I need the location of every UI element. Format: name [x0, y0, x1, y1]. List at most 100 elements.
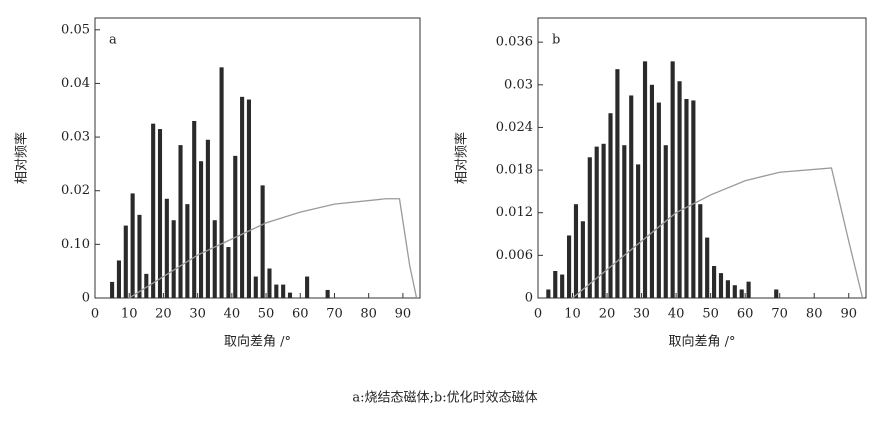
bar [573, 204, 579, 298]
bar [219, 67, 224, 298]
bar [629, 95, 634, 298]
x-tick-label: 0 [91, 307, 99, 322]
bar [725, 280, 730, 298]
x-tick-label: 30 [633, 307, 650, 322]
bar [649, 84, 655, 298]
x-tick-label: 60 [292, 307, 309, 322]
y-tick-label: 0.036 [496, 35, 533, 50]
y-tick-label: 0.03 [504, 77, 533, 92]
x-tick-label: 20 [155, 307, 172, 322]
bar [670, 61, 675, 299]
bar [615, 69, 620, 298]
bar [226, 247, 231, 298]
x-tick-label: 90 [840, 307, 857, 322]
bar [192, 120, 197, 299]
bar [130, 193, 135, 298]
curve [572, 167, 864, 299]
bar [233, 155, 238, 298]
bar [110, 281, 115, 298]
bar [212, 220, 217, 298]
bar [287, 292, 293, 298]
y-tick-label: 0.10 [61, 237, 90, 252]
bar [718, 273, 724, 298]
x-tick-label: 0 [534, 307, 542, 322]
bar [677, 81, 682, 298]
x-tick-label: 10 [564, 307, 581, 322]
curve [128, 198, 418, 299]
x-tick-label: 70 [771, 307, 788, 322]
y-tick-label: 0 [525, 291, 533, 306]
bar [325, 289, 330, 298]
x-tick-label: 90 [395, 307, 412, 322]
x-tick-label: 20 [599, 307, 616, 322]
bar [712, 266, 717, 298]
caption: a:烧结态磁体;b:优化时效态磁体 [352, 391, 537, 406]
bar [205, 139, 210, 298]
y-tick-label: 0.04 [61, 76, 90, 91]
y-axis-label: 相对频率 [454, 132, 470, 184]
bar [137, 214, 142, 298]
bar [240, 96, 245, 298]
bar [144, 273, 149, 298]
x-tick-label: 40 [224, 307, 241, 322]
x-tick-label: 50 [702, 307, 719, 322]
bar [260, 185, 265, 298]
bar [705, 237, 710, 298]
bar [116, 260, 121, 298]
x-tick-label: 80 [360, 307, 377, 322]
x-tick-label: 40 [668, 307, 685, 322]
bar [642, 61, 648, 299]
bar [546, 289, 551, 298]
x-tick-label: 70 [326, 307, 343, 322]
bar [164, 198, 169, 298]
bar [281, 284, 286, 298]
bar [567, 235, 572, 298]
bar [151, 123, 156, 298]
bar [746, 281, 751, 298]
bar [185, 204, 190, 298]
y-tick-label: 0.03 [61, 130, 90, 145]
plot-frame [94, 17, 421, 299]
bar [601, 143, 606, 298]
y-axis-label: 相对频率 [14, 132, 30, 184]
bar [684, 99, 689, 298]
y-tick-label: 0.02 [61, 183, 90, 198]
bar [739, 289, 744, 298]
panel-label: a [109, 33, 117, 48]
bar [608, 113, 613, 298]
bar [305, 276, 310, 298]
bar [636, 164, 641, 298]
bar [656, 102, 661, 298]
y-tick-label: 0.012 [496, 205, 533, 220]
bar [553, 270, 558, 298]
bar [580, 221, 585, 298]
x-tick-label: 30 [189, 307, 206, 322]
bar [157, 129, 163, 298]
bar [732, 285, 737, 298]
x-axis-label: 取向差角 /° [224, 334, 291, 350]
x-tick-label: 50 [258, 307, 275, 322]
bar [587, 157, 592, 298]
bar [253, 276, 258, 298]
bar [698, 204, 703, 298]
x-tick-label: 10 [121, 307, 138, 322]
x-tick-label: 60 [737, 307, 754, 322]
x-tick-label: 80 [806, 307, 823, 322]
y-tick-label: 0.05 [61, 22, 90, 37]
bar [246, 99, 251, 299]
bar [774, 289, 779, 298]
y-tick-label: 0.006 [496, 248, 533, 263]
bar [594, 146, 599, 298]
bar [123, 225, 128, 298]
panel-label: b [552, 33, 560, 48]
bar [199, 161, 204, 298]
bar [622, 145, 627, 298]
bar [274, 284, 279, 298]
bar [691, 100, 696, 298]
bar [267, 268, 272, 298]
bar [178, 145, 183, 298]
x-axis-label: 取向差角 /° [668, 334, 735, 350]
bar [560, 274, 565, 298]
